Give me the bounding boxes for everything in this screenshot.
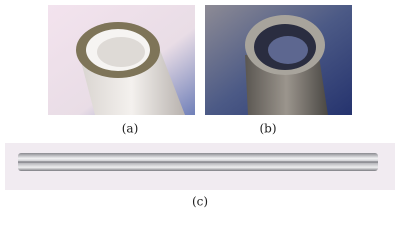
figure: (a) (b) (c) bbox=[5, 5, 395, 209]
photo-b bbox=[205, 5, 352, 115]
panel-label: (c) bbox=[192, 195, 208, 209]
photo-c bbox=[5, 143, 395, 190]
photo-a bbox=[48, 5, 195, 115]
page: (a) (b) (c) (() => { const data = JSON.p… bbox=[5, 5, 395, 209]
panel-label: (b) bbox=[259, 122, 276, 136]
panel-label: (a) bbox=[122, 122, 139, 136]
